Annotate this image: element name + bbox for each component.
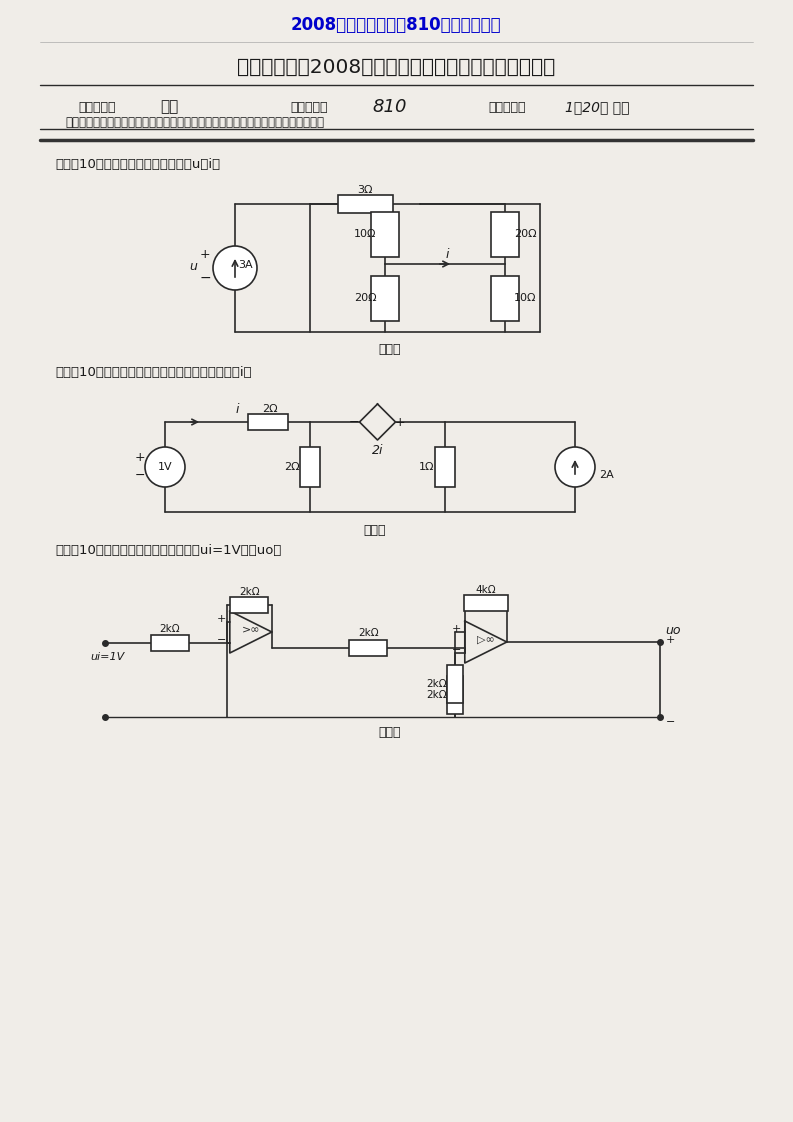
- Bar: [151, 635, 189, 651]
- Text: −: −: [217, 635, 227, 644]
- Text: −: −: [199, 272, 211, 285]
- Text: 科目编号：: 科目编号：: [290, 101, 328, 113]
- Text: +: +: [394, 415, 404, 429]
- Text: >∞: >∞: [242, 625, 260, 635]
- Text: 810: 810: [372, 98, 407, 116]
- Text: 2Ω: 2Ω: [262, 404, 278, 414]
- Text: u: u: [189, 259, 197, 273]
- Text: uo: uo: [665, 624, 680, 636]
- Text: +: +: [217, 614, 227, 624]
- Text: 1V: 1V: [158, 462, 172, 472]
- Bar: [247, 414, 288, 430]
- Text: 2kΩ: 2kΩ: [239, 587, 259, 597]
- Text: 电路: 电路: [160, 100, 178, 114]
- Text: +: +: [135, 451, 145, 463]
- Text: 2kΩ: 2kΩ: [427, 690, 447, 700]
- Text: 三、（10分）题三图所示电路中，已知ui=1V，求uo。: 三、（10分）题三图所示电路中，已知ui=1V，求uo。: [55, 543, 282, 557]
- Bar: [371, 276, 399, 321]
- Text: +: +: [200, 248, 210, 260]
- Bar: [491, 276, 519, 321]
- Bar: [446, 665, 463, 703]
- Text: i: i: [236, 403, 239, 415]
- Text: 考试科目：: 考试科目：: [78, 101, 116, 113]
- Text: +: +: [666, 635, 676, 645]
- Text: −: −: [348, 415, 358, 429]
- Text: （注：所有答案必须写在专用答题纸上，写在本试题纸上和其它草稿纸上一律无效）: （注：所有答案必须写在专用答题纸上，写在本试题纸上和其它草稿纸上一律无效）: [65, 116, 324, 129]
- Text: 1Ω: 1Ω: [419, 462, 435, 472]
- Circle shape: [145, 447, 185, 487]
- Circle shape: [213, 246, 257, 289]
- Text: 2i: 2i: [372, 443, 383, 457]
- Text: 二、（10分）应用叠加定理求题二图所示电路中的i。: 二、（10分）应用叠加定理求题二图所示电路中的i。: [55, 366, 251, 378]
- Bar: [230, 597, 268, 613]
- Text: 4kΩ: 4kΩ: [476, 585, 496, 595]
- Text: 2Ω: 2Ω: [284, 462, 300, 472]
- Bar: [464, 595, 508, 610]
- Text: 2A: 2A: [599, 470, 614, 480]
- Text: 3Ω: 3Ω: [358, 185, 373, 195]
- Text: 2kΩ: 2kΩ: [159, 624, 180, 634]
- Text: 1月20日 下午: 1月20日 下午: [565, 100, 630, 114]
- Text: ui=1V: ui=1V: [90, 653, 125, 662]
- Text: i: i: [445, 248, 449, 260]
- Text: 2kΩ: 2kΩ: [358, 628, 378, 638]
- Text: 一、（10分）求题一图所示电路中的u，i。: 一、（10分）求题一图所示电路中的u，i。: [55, 157, 220, 171]
- Bar: [446, 675, 463, 714]
- Text: +: +: [452, 624, 462, 634]
- Bar: [491, 212, 519, 257]
- Text: 3A: 3A: [238, 260, 253, 270]
- Text: 题二图: 题二图: [364, 524, 386, 536]
- Text: 题一图: 题一图: [379, 342, 401, 356]
- Text: 20Ω: 20Ω: [514, 229, 536, 239]
- Bar: [435, 447, 455, 487]
- Text: 考试时间：: 考试时间：: [488, 101, 526, 113]
- Bar: [349, 640, 387, 655]
- Circle shape: [555, 447, 595, 487]
- Text: ▷∞: ▷∞: [477, 635, 495, 645]
- Bar: [371, 212, 399, 257]
- Text: −: −: [666, 717, 676, 727]
- Text: 2kΩ: 2kΩ: [427, 679, 447, 689]
- Text: 题三图: 题三图: [379, 726, 401, 738]
- Text: 10Ω: 10Ω: [354, 229, 376, 239]
- Text: 2008年西安交通大学810电路考研真题: 2008年西安交通大学810电路考研真题: [291, 16, 501, 34]
- Text: 20Ω: 20Ω: [354, 293, 377, 303]
- Text: −: −: [452, 644, 462, 654]
- Bar: [338, 195, 393, 213]
- Text: −: −: [135, 469, 145, 481]
- Text: 西安交通大学2008年攻读硕士学位研究生入学考试试题: 西安交通大学2008年攻读硕士学位研究生入学考试试题: [237, 57, 555, 76]
- Bar: [300, 447, 320, 487]
- Text: 10Ω: 10Ω: [514, 293, 536, 303]
